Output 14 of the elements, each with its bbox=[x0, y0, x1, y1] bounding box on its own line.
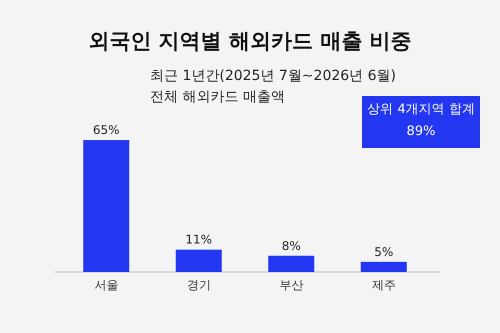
bar bbox=[360, 262, 407, 272]
x-tick-label: 부산 bbox=[279, 278, 304, 292]
bar bbox=[176, 250, 222, 272]
bar bbox=[268, 256, 314, 272]
text: 상위 4개지역 합계 89% bbox=[367, 102, 475, 139]
data-label: 8% bbox=[282, 238, 301, 253]
x-tick-label: 경기 bbox=[186, 278, 211, 292]
data-label: 65% bbox=[92, 123, 120, 138]
x-tick-label: 서울 bbox=[94, 278, 118, 292]
bar bbox=[83, 140, 130, 272]
x-tick-label: 제주 bbox=[372, 278, 396, 292]
chart-title: 외국인 지역별 해외카드 매출 비중 bbox=[88, 29, 412, 53]
data-label: 5% bbox=[374, 244, 394, 259]
data-label: 11% bbox=[185, 232, 212, 247]
